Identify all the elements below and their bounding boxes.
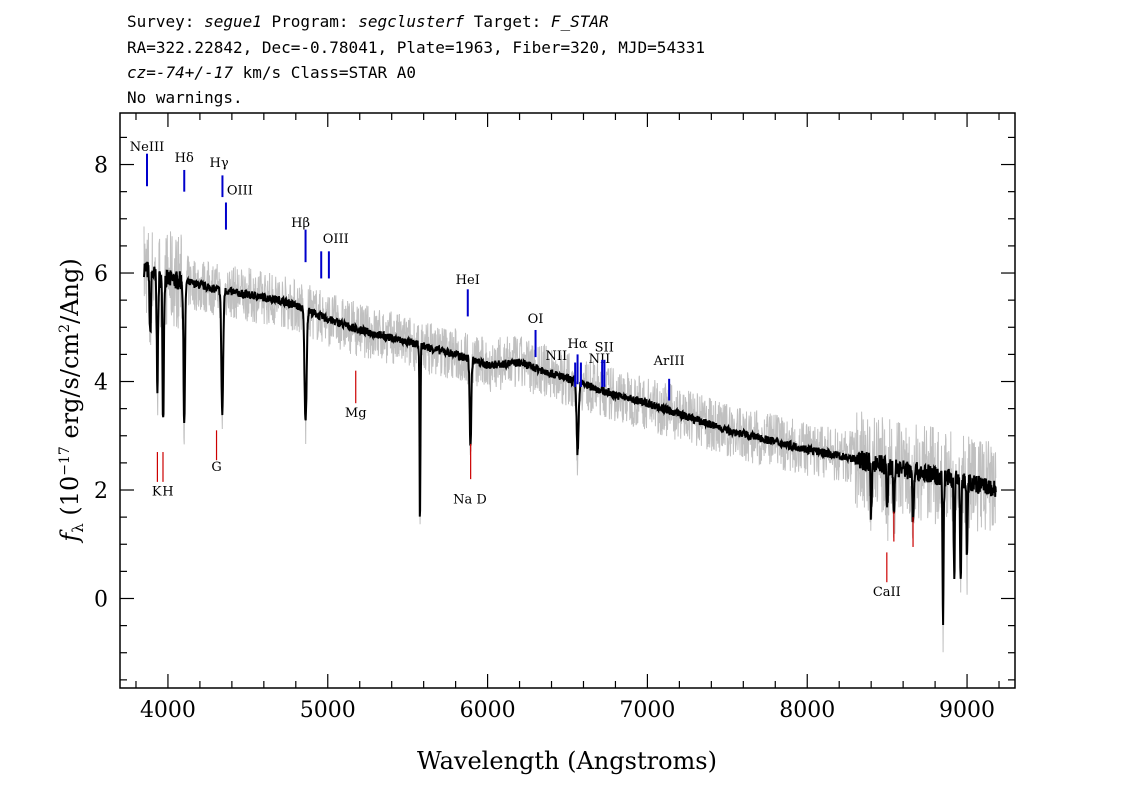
header-program-label: Program:	[262, 12, 358, 31]
x-axis-title: Wavelength (Angstroms)	[417, 747, 717, 775]
y-tick-label: 0	[94, 587, 108, 612]
x-tick-label: 6000	[460, 698, 516, 723]
absorption-line-label-0: K	[152, 484, 162, 499]
emission-line-label-10: Hα	[568, 337, 588, 352]
x-tick-label: 7000	[619, 698, 675, 723]
axis-ticks: 4000 5000 6000 7000 8000 9000 0 2 4 6 8	[94, 113, 1015, 723]
absorption-line-label-4: Na D	[453, 493, 487, 508]
raw-flux-layer	[143, 226, 997, 653]
header-survey-label: Survey:	[127, 12, 204, 31]
absorption-line-label-5: CaII	[873, 585, 901, 600]
y-axis-title-mid: erg/s/cm	[56, 333, 84, 447]
emission-line-label-7: HeI	[456, 273, 480, 288]
header-cz: cz=-74+/-17	[127, 63, 233, 82]
y-tick-label: 2	[94, 479, 108, 504]
y-axis-title: fλ (10−17 erg/s/cm2/Ang)	[56, 258, 87, 543]
absorption-line-label-2: G	[211, 460, 221, 475]
flux-series	[143, 261, 997, 626]
smoothed-flux-layer	[143, 261, 997, 626]
emission-line-label-1: Hδ	[175, 151, 194, 166]
y-axis-title-sub: λ	[69, 523, 87, 533]
emission-line-label-5: OIII	[323, 232, 349, 247]
absorption-line-label-1: H	[162, 484, 173, 499]
x-tick-label: 5000	[300, 698, 356, 723]
y-tick-label: 4	[94, 371, 108, 396]
absorption-line-label-3: Mg	[345, 406, 367, 421]
plot-frame	[119, 112, 1016, 689]
header-line-4: No warnings.	[127, 88, 243, 107]
x-tick-label: 4000	[140, 698, 196, 723]
emission-line-label-14: ArIII	[653, 354, 685, 369]
header-line-2: RA=322.22842, Dec=-0.78041, Plate=1963, …	[127, 38, 705, 57]
header-target-value: F_STAR	[551, 12, 609, 31]
y-axis-title-pre: (10	[56, 476, 84, 524]
y-axis-title-post: /Ang)	[56, 258, 84, 324]
header-class: km/s Class=STAR A0	[233, 63, 416, 82]
y-axis-title-sup2: 2	[57, 324, 73, 333]
emission-line-label-4: Hβ	[291, 216, 310, 231]
y-tick-label: 8	[94, 154, 108, 179]
y-axis-title-sup1: −17	[57, 446, 73, 476]
y-tick-label: 6	[94, 262, 108, 287]
header-survey-value: segue1	[204, 12, 262, 31]
x-tick-label: 9000	[939, 698, 995, 723]
header-program-value: segclusterf	[358, 12, 464, 31]
emission-line-label-12: SII	[595, 341, 614, 356]
emission-line-label-8: OI	[528, 312, 544, 327]
emission-line-label-9: NII	[545, 349, 567, 364]
header-line-3: cz=-74+/-17 km/s Class=STAR A0	[127, 63, 416, 82]
x-tick-label: 8000	[779, 698, 835, 723]
emission-line-label-2: Hγ	[210, 156, 229, 171]
header-target-label: Target:	[464, 12, 551, 31]
emission-line-label-3: OIII	[227, 183, 253, 198]
emission-line-label-0: NeIII	[130, 140, 164, 155]
raw-flux-series	[143, 226, 997, 653]
header-line-1: Survey: segue1 Program: segclusterf Targ…	[127, 12, 609, 31]
